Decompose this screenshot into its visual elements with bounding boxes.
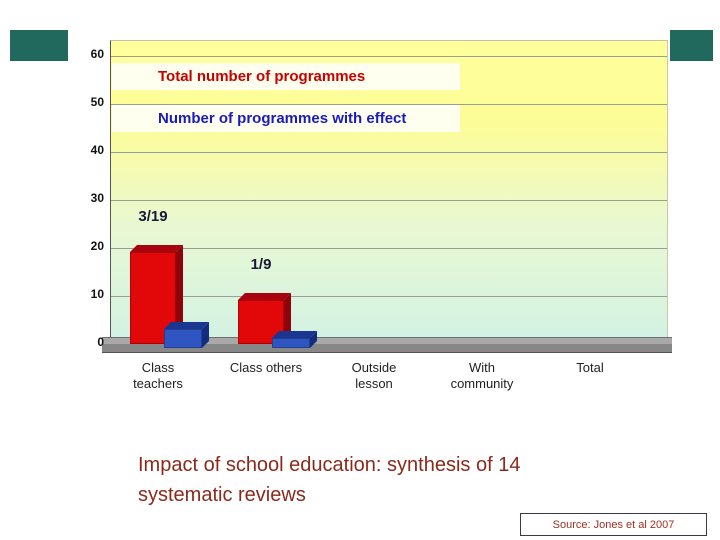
y-axis-tick-label: 50 (90, 95, 104, 109)
x-axis-category-line: Outside (351, 360, 397, 375)
gridline (111, 56, 667, 57)
x-axis-category-label: Outside lesson (319, 360, 429, 392)
gridline (111, 248, 667, 249)
slide-title: Impact of school education: synthesis of… (138, 454, 521, 506)
plot-area: Total number of programmes Number of prog… (110, 40, 668, 337)
bar-total-top-face (130, 244, 183, 252)
legend-label: Total number of programmes (158, 68, 366, 85)
chart-floor-top (102, 337, 672, 344)
y-axis-tick-label: 60 (90, 47, 104, 61)
bar-effect (272, 338, 310, 348)
x-axis-category-line: Total (576, 360, 604, 375)
bar-effect (164, 328, 202, 348)
gridline (111, 152, 667, 153)
y-axis-tick-label: 40 (90, 143, 104, 157)
y-axis-tick-label: 0 (97, 335, 104, 349)
source-box: Source: Jones et al 2007 (520, 513, 707, 536)
gridline (111, 200, 667, 201)
source-text: Source: Jones et al 2007 (552, 518, 675, 531)
x-axis-category-label: With community (427, 360, 537, 392)
x-axis-category-line: Class (141, 360, 175, 375)
y-axis-tick-label: 10 (90, 287, 104, 301)
legend-item-0: Total number of programmes (112, 63, 460, 90)
y-axis-tick-label: 30 (90, 191, 104, 205)
chart-panel: Total number of programmes Number of prog… (68, 8, 672, 420)
bar-annotation: 1/9 (250, 255, 272, 273)
bar-total-top-face (238, 292, 291, 300)
x-axis-category-label: Class others (211, 360, 321, 376)
y-axis-tick-label: 20 (90, 239, 104, 253)
x-axis-category-line: Class others (229, 360, 303, 375)
x-axis-category-line: lesson (355, 376, 393, 391)
x-axis-category-line: teachers (133, 376, 183, 391)
x-axis-category-label: Total (535, 360, 645, 376)
gridline (111, 296, 667, 297)
legend-label: Number of programmes with effect (158, 110, 407, 127)
bar-annotation: 3/19 (138, 207, 168, 225)
legend-item-1: Number of programmes with effect (112, 105, 460, 132)
gridline (111, 104, 667, 105)
x-axis-category-label: Class teachers (103, 360, 213, 392)
chart-floor-front (102, 344, 672, 353)
x-axis-category-line: With (469, 360, 495, 375)
x-axis-category-line: community (450, 376, 514, 391)
